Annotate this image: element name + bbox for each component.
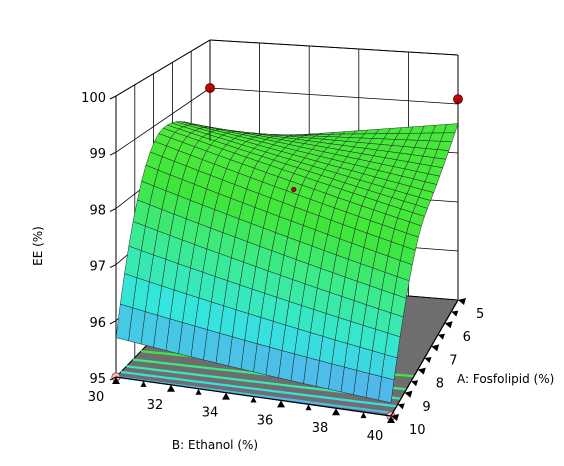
x-axis-title: B: Ethanol (%) bbox=[172, 438, 258, 452]
z-tick-mark bbox=[109, 264, 117, 269]
z-axis-title: EE (%) bbox=[31, 226, 45, 266]
z-gridline-back bbox=[209, 39, 459, 56]
y-tick-label: 6 bbox=[463, 330, 471, 345]
y-tick-label: 8 bbox=[436, 377, 444, 392]
y-tick-mark bbox=[391, 414, 399, 421]
z-tick-mark bbox=[109, 376, 117, 381]
y-tick-mark bbox=[444, 321, 453, 329]
y-minor-tick bbox=[397, 403, 405, 410]
response-surface bbox=[115, 121, 459, 403]
y-tick-mark bbox=[404, 390, 413, 398]
z-tick-label: 99 bbox=[89, 147, 106, 162]
x-tick-mark bbox=[112, 377, 120, 384]
y-tick-label: 10 bbox=[409, 423, 426, 438]
x-tick-label: 36 bbox=[257, 413, 274, 428]
z-tick-mark bbox=[109, 207, 117, 212]
y-tick-mark bbox=[458, 298, 466, 305]
y-tick-label: 5 bbox=[476, 307, 484, 322]
x-tick-label: 30 bbox=[88, 390, 105, 405]
y-tick-mark bbox=[417, 367, 426, 375]
contour-line bbox=[120, 370, 397, 408]
x-tick-label: 32 bbox=[147, 398, 164, 413]
y-tick-label: 9 bbox=[422, 400, 430, 415]
z-gridline-left bbox=[115, 39, 211, 97]
x-tick-label: 38 bbox=[312, 421, 329, 436]
x-minor-tick bbox=[250, 396, 257, 403]
y-minor-tick bbox=[451, 310, 459, 317]
z-tick-label: 95 bbox=[89, 372, 106, 387]
surface-cell bbox=[115, 303, 133, 342]
x-minor-tick bbox=[195, 388, 202, 395]
x-tick-mark bbox=[222, 392, 230, 400]
z-tick-label: 100 bbox=[81, 91, 106, 106]
design-point bbox=[291, 186, 297, 193]
z-tick-label: 97 bbox=[89, 260, 106, 275]
x-tick-mark bbox=[277, 400, 285, 408]
x-minor-tick bbox=[140, 380, 147, 387]
y-minor-tick bbox=[437, 333, 445, 340]
y-minor-tick bbox=[411, 380, 419, 387]
z-gridline-back bbox=[209, 87, 459, 105]
z-tick-mark bbox=[109, 320, 117, 325]
z-tick-label: 96 bbox=[89, 316, 106, 331]
x-minor-tick bbox=[360, 412, 367, 419]
x-minor-tick bbox=[305, 404, 312, 411]
z-tick-mark bbox=[109, 151, 117, 156]
y-minor-tick bbox=[424, 357, 432, 363]
x-tick-label: 40 bbox=[367, 429, 384, 444]
x-tick-mark bbox=[387, 416, 395, 423]
y-tick-label: 7 bbox=[449, 353, 457, 368]
z-tick-mark bbox=[109, 95, 117, 100]
y-tick-mark bbox=[431, 344, 440, 352]
x-tick-mark bbox=[332, 408, 340, 416]
z-gridline-left bbox=[115, 87, 211, 153]
y-axis-title: A: Fosfolipid (%) bbox=[457, 372, 554, 386]
x-tick-mark bbox=[167, 384, 175, 392]
x-tick-label: 34 bbox=[202, 406, 219, 421]
z-tick-label: 98 bbox=[89, 203, 106, 218]
